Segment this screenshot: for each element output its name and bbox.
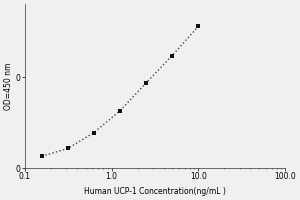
X-axis label: Human UCP-1 Concentration(ng/mL ): Human UCP-1 Concentration(ng/mL ) — [84, 187, 226, 196]
Point — [118, 109, 122, 112]
Y-axis label: OD=450 nm: OD=450 nm — [4, 62, 13, 110]
Point — [65, 147, 70, 150]
Point — [170, 54, 175, 57]
Point — [39, 155, 44, 158]
Point — [144, 81, 148, 84]
Point — [196, 25, 201, 28]
Point — [92, 131, 96, 134]
